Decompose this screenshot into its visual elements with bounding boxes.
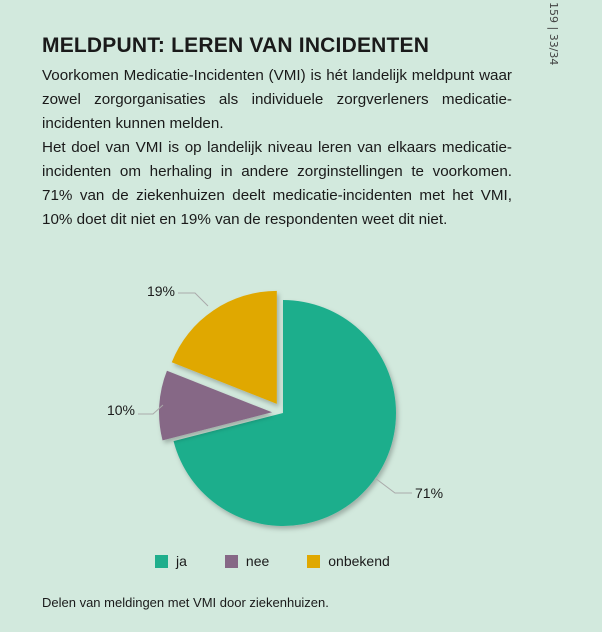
leader-line — [138, 404, 164, 415]
chart-legend: ja nee onbekend — [155, 553, 428, 569]
pie-slice-nee — [159, 370, 273, 441]
legend-swatch — [224, 554, 238, 568]
legend-item-nee: nee — [224, 553, 270, 569]
legend-item-onbekend: onbekend — [307, 553, 390, 569]
page-number: 159 | 33/34 — [547, 2, 560, 66]
legend-label: onbekend — [328, 553, 390, 569]
data-label-ja: 71% — [415, 485, 443, 501]
leader-line — [374, 477, 412, 494]
legend-item-ja: ja — [155, 553, 187, 569]
paragraph: Voorkomen Medicatie-Incidenten (VMI) is … — [42, 67, 512, 132]
legend-swatch — [155, 554, 168, 568]
pie-slice-onbekend — [171, 290, 277, 404]
pie-slice-ja — [173, 300, 396, 526]
body-text: Voorkomen Medicatie-Incidenten (VMI) is … — [42, 64, 512, 232]
leader-line — [178, 292, 209, 307]
paragraph: Het doel van VMI is op landelijk niveau … — [42, 139, 512, 228]
section-title: MELDPUNT: LEREN VAN INCIDENTEN — [42, 34, 430, 57]
legend-swatch — [307, 554, 321, 568]
data-label-onbekend: 19% — [147, 283, 175, 299]
figure-caption: Delen van meldingen met VMI door ziekenh… — [42, 595, 329, 610]
legend-label: ja — [176, 553, 187, 569]
data-label-nee: 10% — [107, 402, 135, 418]
legend-label: nee — [245, 553, 270, 569]
